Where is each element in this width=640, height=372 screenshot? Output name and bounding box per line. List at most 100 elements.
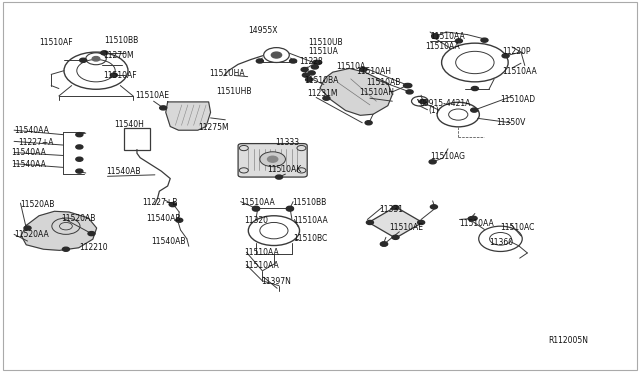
- Circle shape: [471, 87, 479, 91]
- Circle shape: [252, 207, 260, 211]
- Text: 11510AE: 11510AE: [136, 92, 170, 100]
- Circle shape: [470, 217, 477, 220]
- Text: 11350V: 11350V: [496, 118, 525, 126]
- Circle shape: [159, 106, 166, 110]
- Text: 11228: 11228: [300, 57, 323, 65]
- Text: 11397N: 11397N: [261, 278, 291, 286]
- Circle shape: [256, 59, 264, 63]
- Text: 1151UHA: 1151UHA: [209, 69, 245, 78]
- Circle shape: [175, 218, 183, 222]
- Text: 11510AA: 11510AA: [460, 219, 494, 228]
- Text: 11520AB: 11520AB: [61, 214, 96, 223]
- Circle shape: [76, 169, 83, 173]
- Circle shape: [323, 96, 330, 100]
- Text: 11510BB: 11510BB: [104, 36, 139, 45]
- Circle shape: [260, 152, 285, 167]
- Circle shape: [101, 51, 108, 55]
- Text: 11540AA: 11540AA: [14, 126, 49, 135]
- Circle shape: [308, 71, 315, 75]
- Circle shape: [366, 220, 373, 224]
- Circle shape: [76, 157, 83, 161]
- Bar: [124, 128, 150, 150]
- Polygon shape: [21, 211, 97, 250]
- Circle shape: [169, 202, 177, 207]
- Circle shape: [303, 73, 310, 77]
- Circle shape: [429, 160, 436, 164]
- FancyBboxPatch shape: [238, 144, 307, 177]
- Circle shape: [406, 90, 413, 94]
- Text: 11510AA: 11510AA: [502, 67, 537, 76]
- Polygon shape: [166, 102, 211, 130]
- Text: 11510AA: 11510AA: [425, 42, 460, 51]
- Text: 11360: 11360: [489, 238, 513, 247]
- Circle shape: [315, 61, 321, 65]
- Circle shape: [456, 39, 463, 43]
- Text: 112210: 112210: [79, 243, 108, 252]
- Circle shape: [301, 68, 308, 71]
- Text: 11510AK: 11510AK: [268, 165, 302, 174]
- Text: 08915-4421A: 08915-4421A: [419, 99, 470, 108]
- Text: 11510AB: 11510AB: [366, 78, 401, 87]
- Text: 1151UHB: 1151UHB: [216, 87, 252, 96]
- Text: 11227+B: 11227+B: [142, 198, 177, 207]
- Text: V: V: [417, 99, 422, 104]
- Text: 11540AA: 11540AA: [12, 160, 46, 169]
- Text: 11510AA: 11510AA: [244, 262, 279, 270]
- Text: 11270M: 11270M: [104, 51, 134, 60]
- Circle shape: [287, 207, 294, 211]
- Text: 11540AB: 11540AB: [106, 167, 141, 176]
- Circle shape: [404, 84, 411, 88]
- Text: 11510BA: 11510BA: [305, 76, 339, 85]
- Text: 11510AA: 11510AA: [244, 248, 279, 257]
- Circle shape: [468, 217, 476, 221]
- Circle shape: [431, 35, 438, 39]
- Circle shape: [312, 65, 319, 69]
- Text: 11540AB: 11540AB: [151, 237, 186, 246]
- Circle shape: [88, 231, 95, 236]
- Circle shape: [380, 242, 388, 246]
- Text: 11540H: 11540H: [114, 120, 144, 129]
- Text: 11510AD: 11510AD: [500, 95, 536, 104]
- Circle shape: [252, 206, 260, 211]
- Circle shape: [24, 226, 31, 230]
- Text: 11220P: 11220P: [502, 47, 531, 56]
- Polygon shape: [369, 207, 422, 238]
- Text: 11510AA: 11510AA: [293, 216, 328, 225]
- Polygon shape: [320, 68, 392, 115]
- Circle shape: [392, 205, 399, 210]
- Text: 11510AE: 11510AE: [389, 223, 423, 232]
- Circle shape: [365, 121, 372, 125]
- Text: 11333: 11333: [275, 138, 300, 147]
- Text: 11510BC: 11510BC: [293, 234, 328, 243]
- Circle shape: [287, 206, 294, 211]
- Text: 11331: 11331: [379, 205, 403, 214]
- Text: 1151UA: 1151UA: [308, 47, 339, 56]
- Text: 11510AH: 11510AH: [356, 67, 391, 76]
- Circle shape: [63, 247, 69, 251]
- Circle shape: [312, 61, 319, 65]
- Circle shape: [290, 59, 297, 63]
- Text: 11510AF: 11510AF: [40, 38, 74, 46]
- Text: R112005N: R112005N: [548, 336, 588, 345]
- Circle shape: [76, 133, 83, 137]
- Circle shape: [306, 78, 312, 82]
- Text: 11510BB: 11510BB: [292, 198, 326, 207]
- Circle shape: [268, 156, 278, 162]
- Circle shape: [76, 145, 83, 149]
- Text: (1): (1): [429, 106, 440, 115]
- Circle shape: [405, 84, 412, 88]
- Circle shape: [360, 68, 367, 71]
- Circle shape: [110, 73, 118, 77]
- Text: 11520AA: 11520AA: [14, 230, 49, 239]
- Text: 11227+A: 11227+A: [18, 138, 53, 147]
- Text: 11510AG: 11510AG: [430, 152, 465, 161]
- Circle shape: [92, 57, 100, 61]
- Circle shape: [471, 108, 477, 112]
- Text: 11510AH: 11510AH: [360, 88, 395, 97]
- Text: 11510UB: 11510UB: [308, 38, 343, 47]
- Circle shape: [481, 38, 488, 42]
- Circle shape: [271, 52, 282, 58]
- Text: 14955X: 14955X: [248, 26, 278, 35]
- Circle shape: [431, 34, 438, 38]
- Text: 11231M: 11231M: [307, 89, 338, 98]
